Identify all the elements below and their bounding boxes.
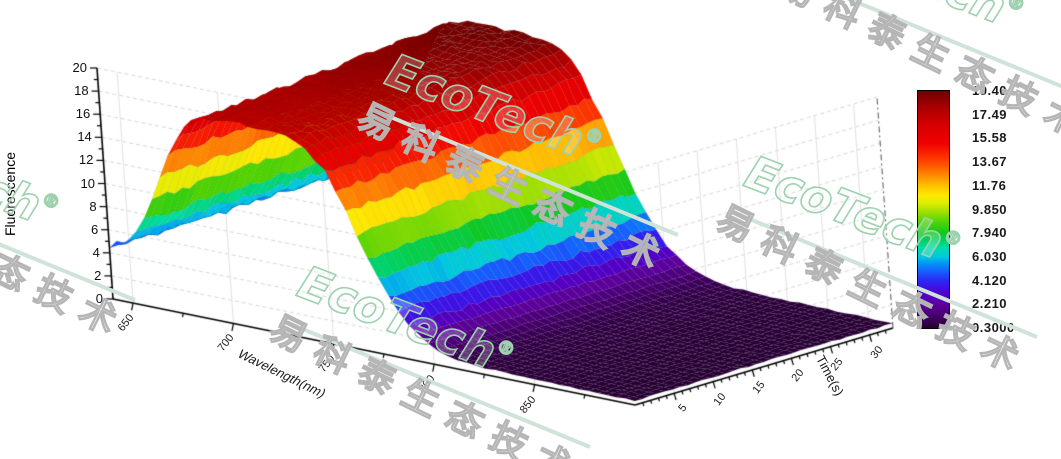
colorbar-gradient: [917, 90, 950, 329]
